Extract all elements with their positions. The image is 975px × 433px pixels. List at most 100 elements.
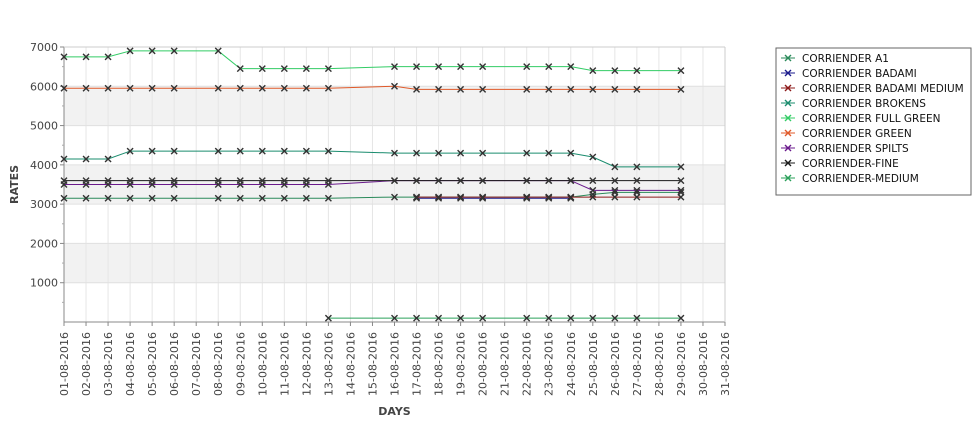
data-point — [611, 85, 619, 93]
x-tick-label: 18-08-2016 — [433, 332, 446, 396]
data-point — [567, 314, 575, 322]
data-point — [280, 84, 288, 92]
data-point — [435, 85, 443, 93]
data-point — [523, 177, 531, 185]
y-tick-label: 4000 — [30, 159, 58, 172]
data-point — [435, 177, 443, 185]
data-point — [60, 155, 68, 163]
series-2 — [413, 193, 685, 201]
data-point — [479, 63, 487, 71]
data-point — [148, 84, 156, 92]
legend-label: CORRIENDER SPILTS — [802, 143, 909, 155]
data-point — [479, 314, 487, 322]
data-point — [170, 84, 178, 92]
series-5 — [60, 82, 685, 93]
data-point — [633, 67, 641, 75]
data-point — [60, 177, 68, 185]
data-point — [457, 193, 465, 201]
x-tick-label: 12-08-2016 — [300, 332, 313, 396]
data-point — [633, 177, 641, 185]
x-tick-label: 03-08-2016 — [102, 332, 115, 396]
data-point — [280, 147, 288, 155]
x-tick-label: 10-08-2016 — [256, 332, 269, 396]
data-point — [302, 84, 310, 92]
data-point — [280, 177, 288, 185]
data-point — [567, 63, 575, 71]
data-point — [589, 186, 597, 194]
x-tick-label: 13-08-2016 — [322, 332, 335, 396]
legend-item: CORRIENDER FULL GREEN — [781, 113, 940, 125]
legend-item: CORRIENDER SPILTS — [781, 143, 909, 155]
data-point — [214, 47, 222, 55]
data-point — [60, 53, 68, 61]
data-point — [435, 193, 443, 201]
data-point — [523, 314, 531, 322]
data-point — [457, 149, 465, 157]
series-line — [64, 150, 681, 168]
legend-item: CORRIENDER A1 — [781, 53, 889, 65]
data-point — [545, 85, 553, 93]
data-point — [391, 314, 398, 322]
data-point — [391, 193, 398, 201]
data-point — [479, 177, 487, 185]
data-point — [126, 194, 134, 202]
data-point — [545, 314, 553, 322]
data-point — [567, 194, 575, 202]
data-point — [280, 65, 288, 73]
data-point — [413, 63, 421, 71]
x-tick-label: 27-08-2016 — [631, 332, 644, 396]
legend-marker — [784, 144, 792, 152]
data-point — [82, 84, 90, 92]
x-tick-label: 15-08-2016 — [366, 332, 379, 396]
data-point — [479, 194, 487, 202]
x-tick-label: 31-08-2016 — [719, 332, 732, 396]
series-line — [64, 50, 681, 72]
legend-label: CORRIENDER A1 — [802, 53, 889, 65]
legend-marker — [784, 84, 792, 92]
data-point — [170, 177, 178, 185]
x-tick-label: 20-08-2016 — [477, 332, 490, 396]
data-point — [633, 314, 641, 322]
legend-label: CORRIENDER FULL GREEN — [802, 113, 940, 125]
data-point — [302, 194, 310, 202]
data-point — [457, 177, 465, 185]
data-point — [236, 177, 244, 185]
data-point — [545, 177, 553, 185]
x-tick-label: 24-08-2016 — [565, 332, 578, 396]
data-point — [677, 186, 685, 194]
y-tick-label: 7000 — [30, 41, 58, 54]
y-axis-title: RATES — [8, 165, 21, 204]
data-point — [413, 314, 421, 322]
data-point — [677, 193, 685, 201]
data-point — [236, 147, 244, 155]
data-point — [677, 177, 685, 185]
data-point — [82, 155, 90, 163]
data-point — [435, 314, 443, 322]
data-point — [236, 65, 244, 73]
legend-item: CORRIENDER-MEDIUM — [781, 173, 919, 185]
x-tick-label: 26-08-2016 — [609, 332, 622, 396]
data-point — [302, 65, 310, 73]
data-point — [413, 193, 421, 201]
data-point — [258, 147, 266, 155]
legend-item: CORRIENDER BADAMI MEDIUM — [781, 83, 964, 95]
data-point — [457, 194, 465, 202]
data-point — [236, 84, 244, 92]
x-tick-label: 02-08-2016 — [80, 332, 93, 396]
data-point — [523, 149, 531, 157]
data-point — [567, 177, 575, 185]
x-tick-label: 19-08-2016 — [455, 332, 468, 396]
data-point — [82, 194, 90, 202]
data-point — [126, 84, 134, 92]
data-point — [545, 63, 553, 71]
data-point — [479, 193, 487, 201]
data-point — [104, 53, 112, 61]
data-point — [633, 85, 641, 93]
x-tick-label: 30-08-2016 — [697, 332, 710, 396]
data-point — [677, 314, 685, 322]
legend-item: CORRIENDER BADAMI — [781, 68, 917, 80]
x-tick-label: 04-08-2016 — [124, 332, 137, 396]
x-tick-label: 14-08-2016 — [344, 332, 357, 396]
